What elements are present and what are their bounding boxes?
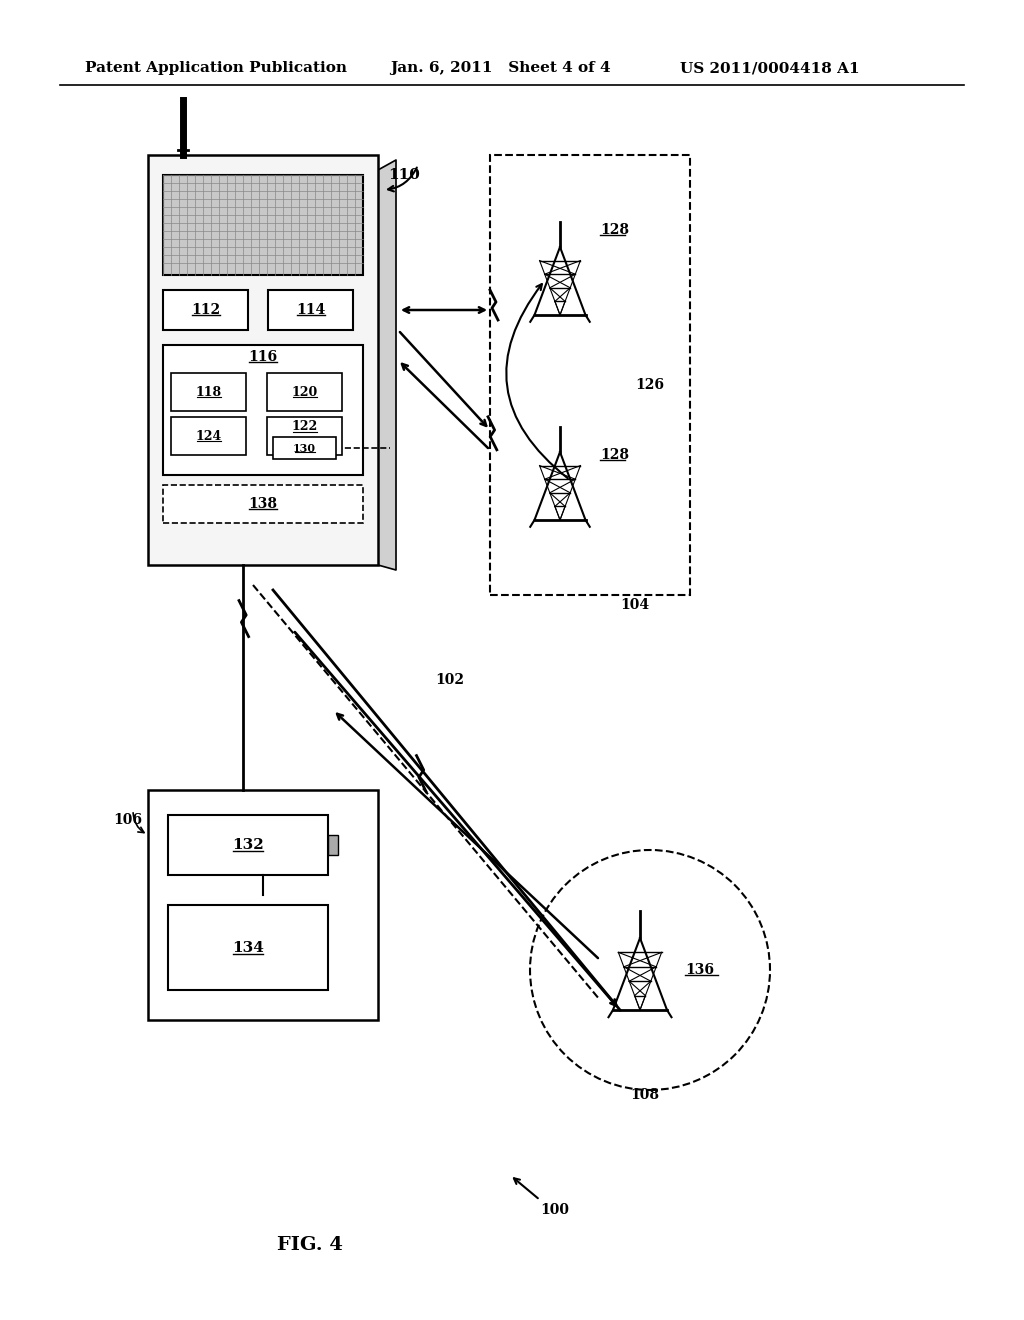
Text: 134: 134 (232, 940, 264, 954)
Text: 120: 120 (292, 385, 317, 399)
Text: Jan. 6, 2011   Sheet 4 of 4: Jan. 6, 2011 Sheet 4 of 4 (390, 61, 610, 75)
Text: Patent Application Publication: Patent Application Publication (85, 61, 347, 75)
Bar (268, 290, 353, 330)
Text: 100: 100 (540, 1203, 569, 1217)
Bar (163, 290, 248, 330)
Bar (328, 836, 338, 855)
Text: US 2011/0004418 A1: US 2011/0004418 A1 (680, 61, 859, 75)
Bar (267, 417, 342, 455)
Bar (267, 374, 342, 411)
Bar (171, 374, 246, 411)
Bar (163, 345, 362, 475)
Text: 108: 108 (630, 1088, 659, 1102)
Text: 128: 128 (600, 447, 629, 462)
Bar (171, 417, 246, 455)
Text: 128: 128 (600, 223, 629, 238)
Bar (168, 906, 328, 990)
Text: 122: 122 (292, 421, 317, 433)
Text: 116: 116 (249, 350, 278, 364)
Polygon shape (378, 160, 396, 570)
Bar (168, 814, 328, 875)
Bar (163, 484, 362, 523)
Text: 104: 104 (620, 598, 649, 612)
Text: 136: 136 (685, 964, 714, 977)
Text: 132: 132 (232, 838, 264, 851)
Text: 118: 118 (196, 385, 221, 399)
Text: FIG. 4: FIG. 4 (278, 1236, 343, 1254)
Bar (148, 154, 378, 565)
Bar (148, 789, 378, 1020)
Bar (490, 154, 690, 595)
Text: 106: 106 (113, 813, 142, 828)
Text: 102: 102 (435, 673, 464, 686)
Text: 114: 114 (296, 304, 326, 317)
Text: 124: 124 (196, 429, 221, 442)
Text: 130: 130 (293, 442, 316, 454)
Text: 138: 138 (249, 498, 278, 511)
Bar (163, 176, 362, 275)
Bar (273, 437, 336, 459)
Text: 110: 110 (388, 168, 420, 182)
Text: 126: 126 (635, 378, 664, 392)
Text: 112: 112 (190, 304, 220, 317)
